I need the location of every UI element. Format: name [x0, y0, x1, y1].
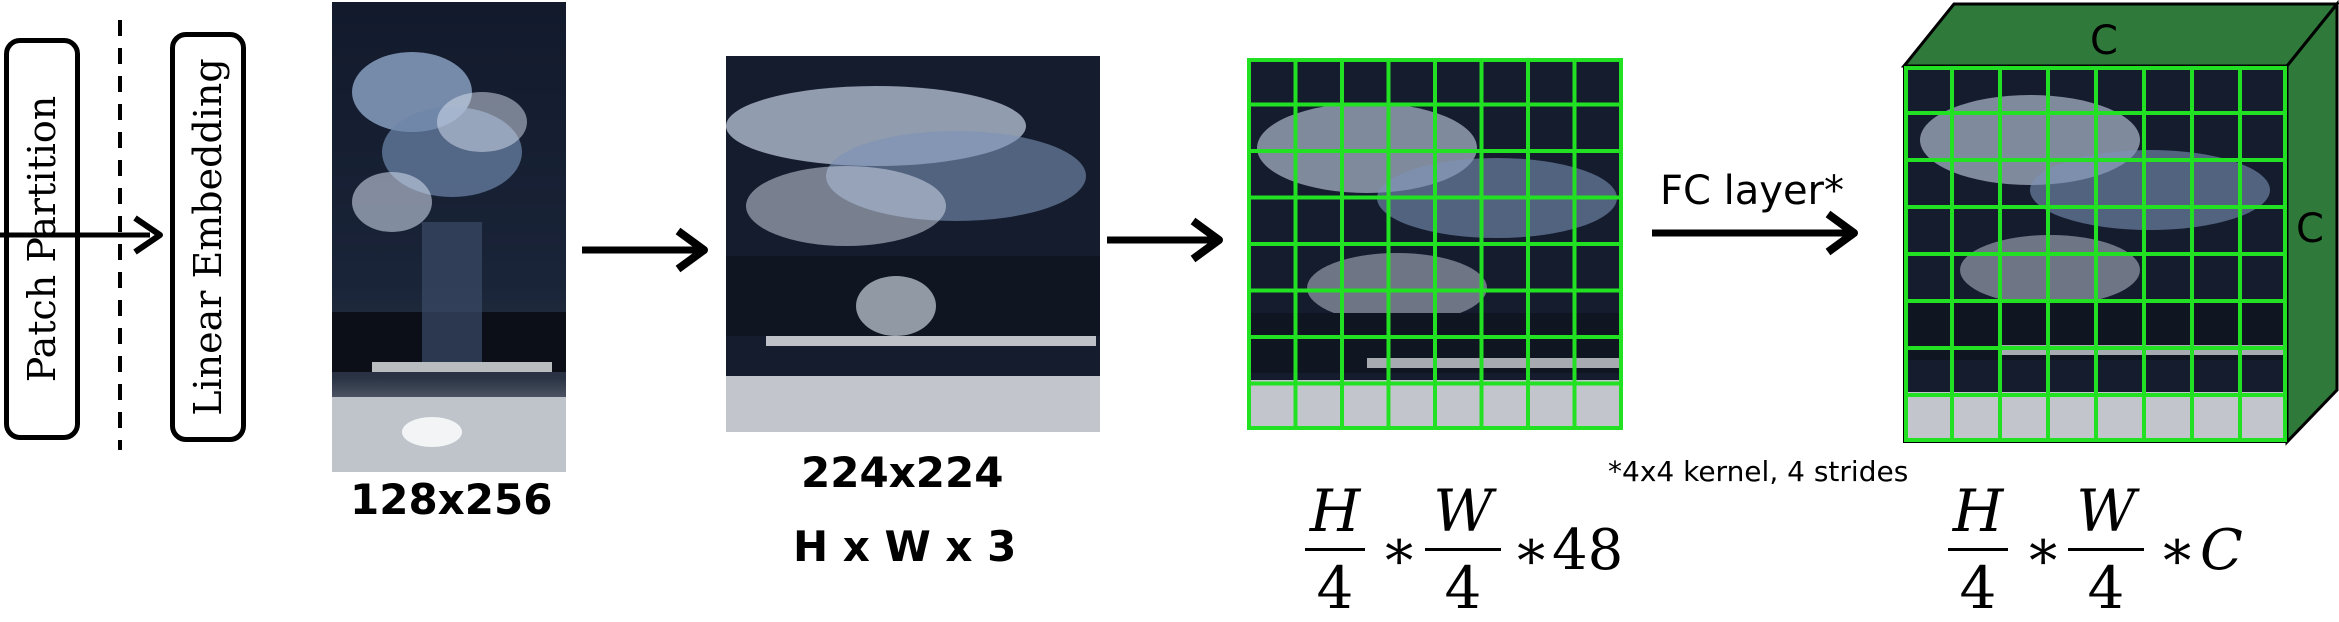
embed-formula-mult-1: ∗	[2024, 518, 2063, 583]
patch-formula-h-den: 4	[1316, 554, 1354, 622]
patch-formula-mult-2: ∗	[1512, 518, 1551, 583]
input-image	[332, 2, 566, 472]
patch-formula-tail: 48	[1552, 518, 1624, 583]
arrow-resized-to-patches	[1107, 217, 1223, 263]
patch-grid-image	[1247, 58, 1623, 430]
patch-formula-mult-1: ∗	[1380, 518, 1419, 583]
fc-layer-arrow	[1652, 210, 1858, 256]
embed-formula-w-fraction: W 4	[2068, 478, 2144, 621]
arrow-input-to-resized	[582, 227, 708, 273]
fc-layer-label: FC layer*	[1660, 168, 1845, 214]
patch-formula-w-num: W	[1433, 477, 1493, 545]
resized-image	[726, 56, 1100, 432]
patch-formula-h-fraction: H 4	[1305, 478, 1365, 621]
patch-formula-w-fraction: W 4	[1425, 478, 1501, 621]
embed-formula-h-den: 4	[1959, 554, 1997, 622]
linear-embedding-box: Linear Embedding	[170, 32, 246, 442]
module-arrow	[0, 215, 163, 255]
input-size-label: 128x256	[350, 475, 553, 524]
resized-size-label: 224x224	[801, 448, 1004, 497]
embedding-cube	[1900, 0, 2339, 450]
patch-formula-h-num: H	[1309, 477, 1361, 545]
cube-side-label: C	[2296, 206, 2324, 252]
embed-formula-mult-2: ∗	[2158, 518, 2197, 583]
patch-partition-box: Patch Partition	[4, 38, 80, 440]
linear-embedding-label: Linear Embedding	[186, 58, 230, 416]
resized-shape-label: H x W x 3	[793, 522, 1017, 571]
cube-top-label: C	[2090, 18, 2118, 64]
embed-formula-w-den: 4	[2087, 554, 2125, 622]
embed-formula-h-fraction: H 4	[1948, 478, 2008, 621]
embed-formula-tail: C	[2200, 518, 2243, 583]
patch-formula-w-den: 4	[1444, 554, 1482, 622]
fc-layer-note: *4x4 kernel, 4 strides	[1608, 455, 1909, 488]
embed-formula-h-num: H	[1952, 477, 2004, 545]
stage-divider	[118, 20, 122, 450]
embed-formula-w-num: W	[2076, 477, 2136, 545]
